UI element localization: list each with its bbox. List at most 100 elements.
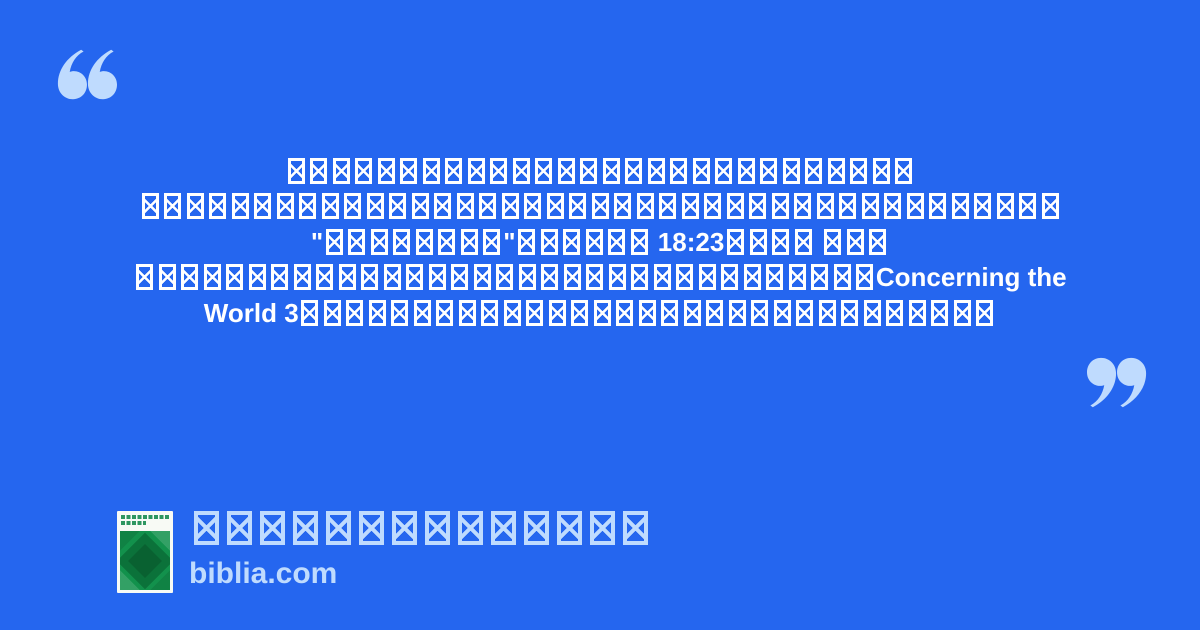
quote-text-block: " " 18:23 Concerning the World 3 [120, 154, 1080, 331]
tofu-box-icon [1041, 193, 1059, 220]
quote-line [120, 154, 1080, 189]
tofu-box-icon [496, 264, 514, 291]
tofu-box-icon [841, 299, 859, 326]
tofu-box-icon [540, 228, 558, 255]
tofu-box-icon [164, 193, 181, 220]
book-cover-thumbnail [117, 511, 173, 593]
tofu-box-icon [377, 158, 395, 184]
tofu-box-icon [706, 299, 724, 326]
tofu-box-icon [451, 264, 469, 291]
tofu-box-icon [209, 193, 226, 220]
tofu-box-icon [287, 158, 305, 184]
tofu-box-icon [698, 264, 716, 291]
tofu-box-icon [824, 228, 842, 255]
tofu-box-icon [359, 511, 384, 545]
tofu-box-icon [301, 299, 319, 326]
cover-subtitle-text [121, 521, 147, 525]
quote-line: Concerning the [120, 260, 1080, 295]
tofu-box-icon [276, 193, 294, 220]
tofu-box-icon [186, 193, 204, 220]
tofu-box-icon [141, 193, 159, 220]
tofu-box-icon [226, 264, 244, 291]
tofu-box-icon [749, 193, 766, 220]
tofu-box-icon [794, 193, 811, 220]
tofu-box-icon [338, 264, 356, 291]
tofu-box-icon [976, 299, 994, 326]
tofu-box-icon [805, 158, 823, 184]
tofu-box-icon [616, 299, 634, 326]
site-domain: biblia.com [189, 557, 338, 590]
tofu-box-icon [996, 193, 1014, 220]
tofu-box-icon [895, 158, 913, 184]
tofu-box-icon [248, 264, 266, 291]
tofu-box-icon [413, 299, 431, 326]
tofu-box-icon [535, 158, 553, 184]
tofu-box-icon [614, 193, 631, 220]
tofu-box-icon [406, 264, 424, 291]
tofu-box-icon [344, 193, 361, 220]
tofu-box-icon [811, 264, 829, 291]
tofu-box-icon [368, 299, 386, 326]
tofu-box-icon [491, 511, 516, 545]
tofu-box-icon [676, 264, 694, 291]
tofu-box-icon [460, 228, 478, 255]
tofu-box-icon [473, 264, 491, 291]
tofu-box-icon [512, 158, 530, 184]
tofu-box-icon [490, 158, 508, 184]
tofu-box-icon [518, 264, 536, 291]
tofu-box-icon [458, 299, 476, 326]
tofu-box-icon [929, 193, 946, 220]
tofu-box-icon [636, 193, 654, 220]
tofu-box-icon [816, 193, 834, 220]
tofu-box-icon [366, 193, 384, 220]
tofu-box-icon [445, 158, 463, 184]
tofu-box-icon [563, 264, 581, 291]
tofu-box-icon [647, 158, 665, 184]
tofu-box-icon [370, 228, 388, 255]
tofu-box-icon [348, 228, 366, 255]
tofu-box-icon [749, 228, 767, 255]
tofu-box-icon [953, 299, 971, 326]
tofu-box-icon [659, 193, 676, 220]
tofu-box-icon [590, 511, 615, 545]
tofu-box-icon [585, 228, 603, 255]
cover-title-text [121, 515, 169, 519]
tofu-box-icon [254, 193, 271, 220]
tofu-box-icon [1019, 193, 1036, 220]
tofu-box-icon [501, 193, 519, 220]
tofu-box-icon [481, 299, 499, 326]
tofu-box-icon [299, 193, 316, 220]
tofu-box-icon [863, 299, 881, 326]
tofu-box-icon [704, 193, 721, 220]
tofu-box-icon [796, 299, 814, 326]
tofu-box-icon [411, 193, 429, 220]
tofu-box-icon [181, 264, 199, 291]
tofu-box-icon [630, 228, 648, 255]
tofu-box-icon [524, 193, 541, 220]
tofu-box-icon [869, 228, 887, 255]
tofu-box-icon [728, 299, 746, 326]
site-title [190, 511, 652, 545]
tofu-box-icon [467, 158, 485, 184]
tofu-box-icon [526, 299, 544, 326]
tofu-box-icon [323, 299, 341, 326]
tofu-box-icon [591, 193, 609, 220]
tofu-box-icon [316, 264, 334, 291]
tofu-box-icon [136, 264, 154, 291]
tofu-box-icon [608, 264, 626, 291]
tofu-box-icon [271, 264, 289, 291]
tofu-box-icon [653, 264, 671, 291]
tofu-box-icon [326, 511, 351, 545]
tofu-box-icon [608, 228, 626, 255]
tofu-box-icon [638, 299, 656, 326]
tofu-box-icon [974, 193, 991, 220]
tofu-box-icon [392, 511, 417, 545]
tofu-box-icon [456, 193, 474, 220]
tofu-box-icon [436, 299, 454, 326]
tofu-box-icon [393, 228, 411, 255]
tofu-box-icon [332, 158, 350, 184]
tofu-box-icon [625, 158, 643, 184]
tofu-box-icon [772, 228, 790, 255]
quote-line: " " 18:23 [120, 225, 1080, 260]
tofu-box-icon [557, 158, 575, 184]
